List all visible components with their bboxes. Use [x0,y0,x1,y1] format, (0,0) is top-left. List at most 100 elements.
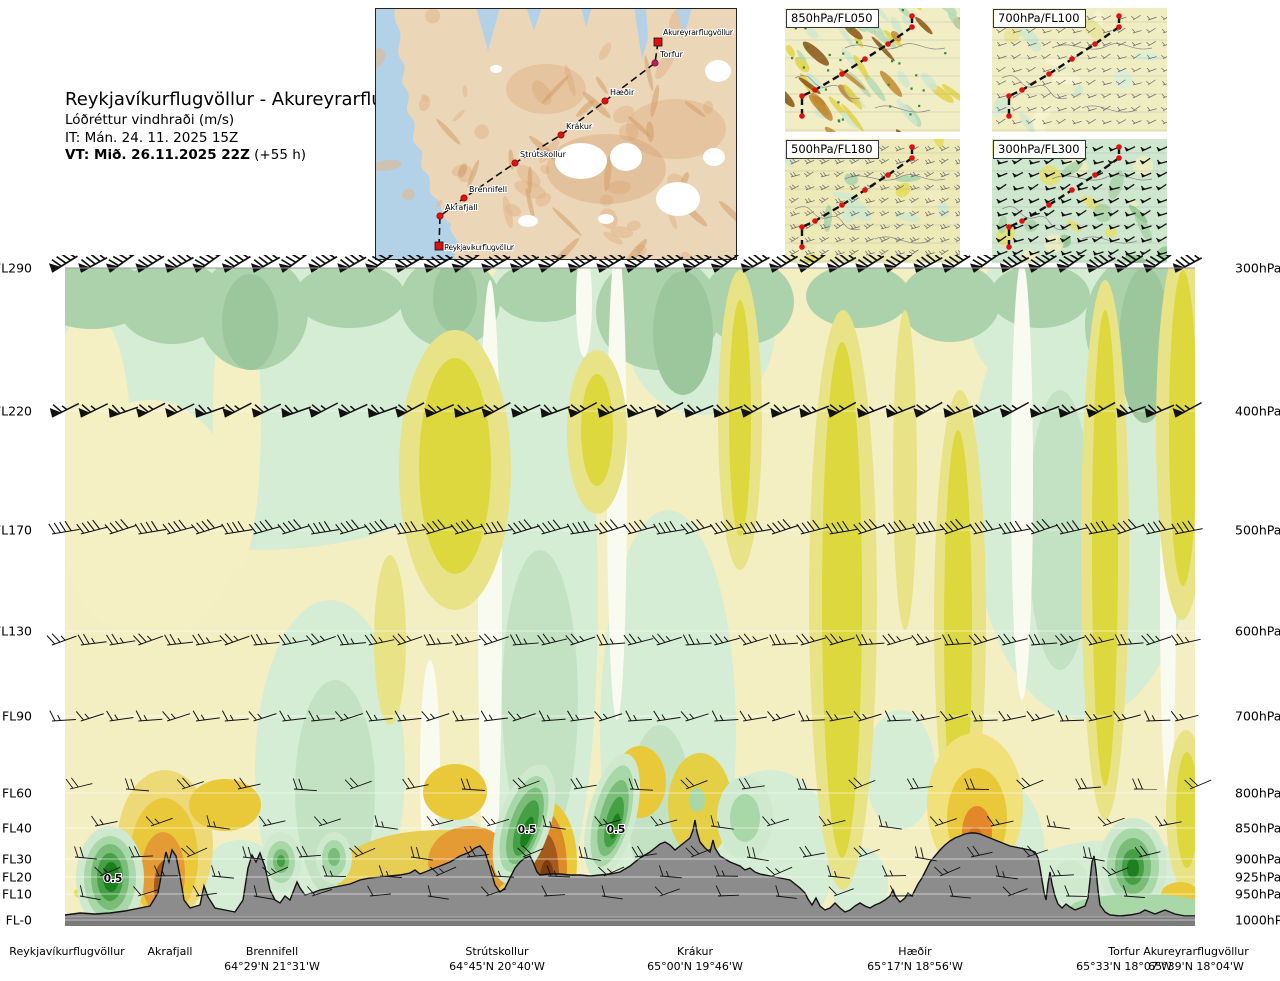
wind-barb [190,519,223,535]
contour-label: 0.5 [607,824,626,836]
wind-barb [538,710,566,722]
wind-barb [94,866,121,877]
wind-barb [278,633,309,646]
level-map-300hpa: 300hPa/FL300 [888,78,1232,346]
waypoint-coords: 65°39'N 18°04'W [1148,959,1244,973]
wind-barb [911,633,942,646]
wind-barb [454,404,484,418]
wind-barb [281,404,311,418]
pressure-axis-label: 1000hPa [1235,912,1280,928]
waypoint-coords: 65°00'N 19°46'W [647,959,743,973]
wind-barb [738,777,765,790]
wind-barb [1170,710,1199,722]
wind-barb [594,711,623,722]
wind-barb [853,711,882,722]
wind-barb [306,886,333,897]
wind-barb [181,845,208,858]
route-point [812,87,818,93]
wind-barb [233,777,261,790]
wind-barb [913,401,943,418]
valid-time: VT: Mið. 26.11.2025 22Z (+55 h) [65,147,445,165]
wind-barb [1144,710,1171,722]
wind-barb [1082,846,1105,862]
wind-barb [631,845,657,858]
waypoint-name: Strútskollur [465,945,529,958]
fl-axis-label: FL90 [1,708,32,724]
wind-barb [480,886,506,897]
wind-barb [966,845,993,858]
pressure-axis-label: 400hPa [1235,403,1280,419]
wind-barb [625,710,652,722]
valid-time-rest: (+55 h) [249,147,307,164]
wind-barb [824,633,855,646]
wind-barb [971,710,998,722]
route-point [1019,218,1025,224]
wind-barb [651,633,682,646]
coastline [874,105,931,113]
wind-barb [124,778,149,792]
wind-barb [308,402,339,418]
wind-barb [623,633,654,646]
wind-barb [713,404,743,418]
map-waypoint-label: Strútskollur [520,150,567,159]
wind-barb [998,520,1031,535]
waypoint-name: Krákur [676,945,714,958]
wind-barb [1113,710,1141,722]
cross-section-svg: 0.5 0.5 0.5 [46,252,1212,926]
wind-barb [1025,518,1058,535]
wind-barb [797,252,826,273]
wind-barb [394,710,422,722]
wind-barb [74,846,97,860]
wind-barb [250,633,280,646]
wind-barb [176,777,204,790]
waypoint-name: Brennifell [245,945,299,958]
wind-barb [598,866,625,877]
map-waypoint-label: Brennifell [469,185,507,194]
contour-label: 0.5 [104,873,123,885]
wind-barb [1084,710,1113,722]
wind-barb [511,404,541,418]
airport-marker [653,37,663,47]
waypoint-name: Akureyrarflugvöllur [1143,945,1249,958]
wind-barb [421,711,450,722]
wind-barb [995,865,1018,880]
wind-barb [912,520,944,535]
wind-barb [766,866,793,877]
coastline [794,206,861,231]
wind-barb [363,519,396,535]
route-point [799,244,805,250]
wind-barb [653,520,685,535]
wind-barb [335,519,368,535]
level-map-500hpa: 500hPa/FL180 [705,83,1105,343]
wind-barb [1049,865,1074,877]
route-map-svg: Reykjavíkurflugvöllur Akrafjall Brennifell… [313,4,840,357]
waypoint-name: Torfur [1108,945,1140,958]
map-waypoint-label: Reykjavíkurflugvöllur [444,243,515,252]
wind-barb [567,401,598,418]
wind-barb [1057,710,1085,722]
wind-barb [884,710,912,722]
waypoint-name: Reykjavíkurflugvöllur [9,945,125,958]
coastline [1001,75,1068,100]
wind-barb [1055,520,1088,535]
wind-barb [1142,252,1172,273]
waypoint-coords: 65°17'N 18°56'W [867,959,963,973]
wind-barb [1155,815,1182,827]
page-title: Reykjavíkurflugvöllur - Akureyrarflugvöl… [65,89,445,110]
wind-barb [799,845,825,858]
coastline [1001,206,1068,231]
map-waypoint-label: Torfur [659,50,684,59]
wind-barb [410,846,433,861]
wind-barb [680,777,708,790]
wind-barb [986,815,1014,827]
waypoint-coords: 64°29'N 21°31'W [224,959,320,973]
level-map-850hpa: 850hPa/FL050 [746,0,1007,195]
wind-barb [253,885,275,900]
fl-axis-label: FL40 [1,820,32,836]
wind-barb [48,253,78,273]
wind-barb [65,777,93,790]
valid-time-bold: VT: Mið. 26.11.2025 22Z [65,147,250,164]
wind-barb [77,633,107,646]
wind-barb [154,865,179,877]
